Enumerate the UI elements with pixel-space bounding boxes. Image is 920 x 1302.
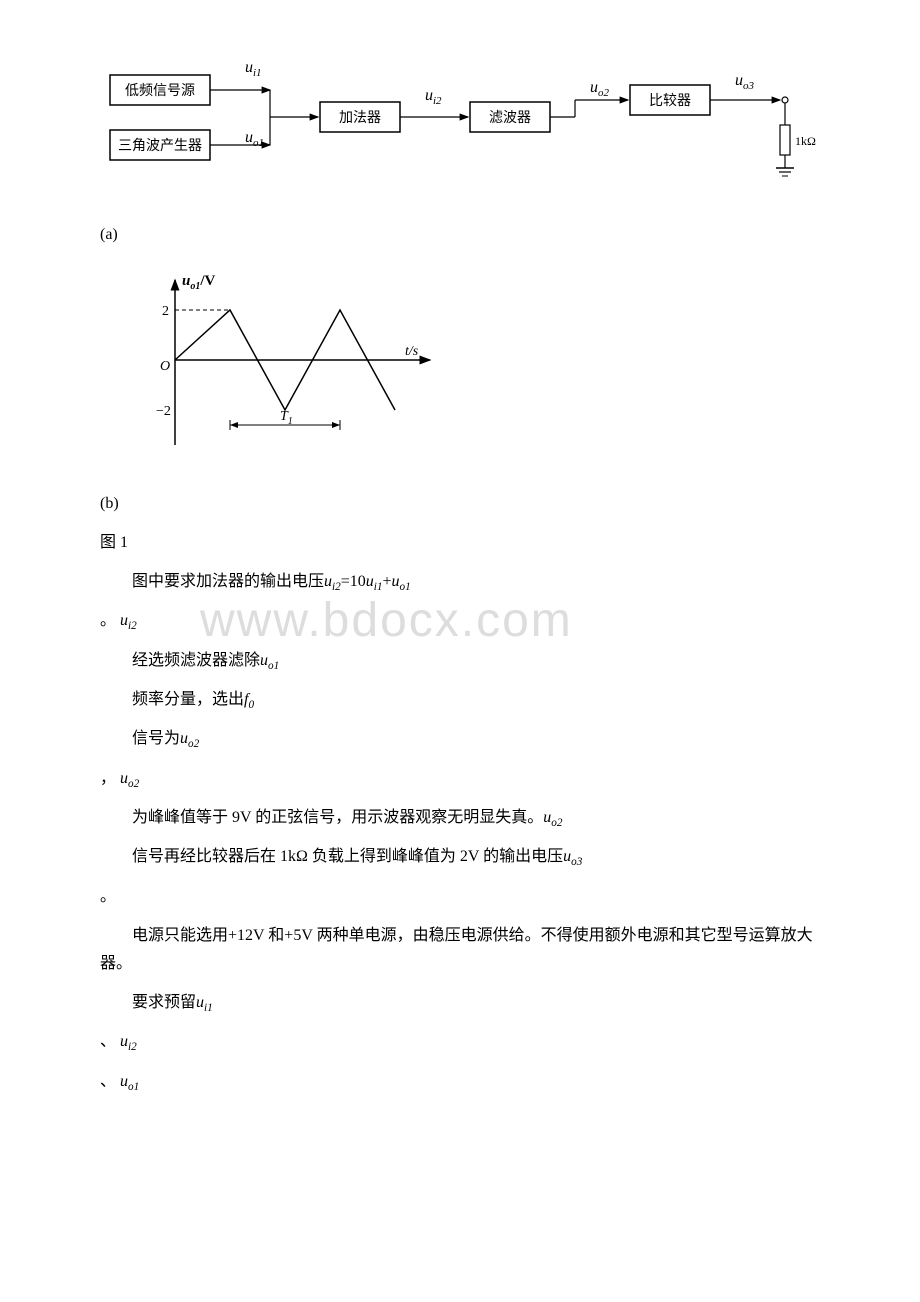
svg-text:uo1: uo1: [245, 129, 264, 149]
adder-label: 加法器: [339, 110, 381, 126]
caption-b: (b): [100, 490, 820, 519]
svg-text:−2: −2: [156, 404, 171, 419]
svg-text:2: 2: [162, 304, 169, 319]
body-text: 。: [100, 883, 820, 912]
body-text: 、 uo1: [100, 1068, 820, 1097]
caption-a: (a): [100, 221, 820, 250]
triangle-label: 三角波产生器: [118, 138, 202, 154]
body-text: 频率分量，选出f0: [100, 686, 820, 715]
svg-text:ui1: ui1: [245, 60, 262, 79]
lowfreq-label: 低频信号源: [125, 83, 195, 99]
body-text: 要求预留ui1: [100, 989, 820, 1018]
figure-caption: 图 1: [100, 529, 820, 558]
svg-text:uo3: uo3: [735, 72, 755, 92]
body-text: 为峰峰值等于 9V 的正弦信号，用示波器观察无明显失真。uo2: [100, 804, 820, 833]
svg-text:uo1/V: uo1/V: [182, 273, 216, 292]
body-text: 信号为uo2: [100, 725, 820, 754]
waveform-diagram: uo1/V t/s 2 −2 O T1: [140, 270, 820, 471]
body-text: 电源只能选用+12V 和+5V 两种单电源，由稳压电源供给。不得使用额外电源和其…: [100, 922, 820, 980]
svg-text:O: O: [160, 359, 170, 374]
block-diagram: 低频信号源 三角波产生器 ui1 uo1 加法器 ui2 滤波器 uo2 比较器…: [100, 60, 820, 201]
comparator-label: 比较器: [649, 93, 691, 109]
svg-text:T1: T1: [280, 409, 293, 427]
body-text: ， uo2: [100, 765, 820, 794]
svg-text:t/s: t/s: [405, 344, 419, 359]
body-text: 经选频滤波器滤除uo1: [100, 647, 820, 676]
filter-label: 滤波器: [489, 110, 531, 126]
body-text: 。 ui2: [100, 607, 820, 636]
body-text: 、 ui2: [100, 1028, 820, 1057]
svg-text:ui2: ui2: [425, 87, 442, 107]
svg-text:uo2: uo2: [590, 79, 610, 99]
body-text: 信号再经比较器后在 1kΩ 负载上得到峰峰值为 2V 的输出电压uo3: [100, 843, 820, 872]
load-label: 1kΩ: [795, 134, 816, 148]
body-text: 图中要求加法器的输出电压ui2=10ui1+uo1: [100, 568, 820, 597]
